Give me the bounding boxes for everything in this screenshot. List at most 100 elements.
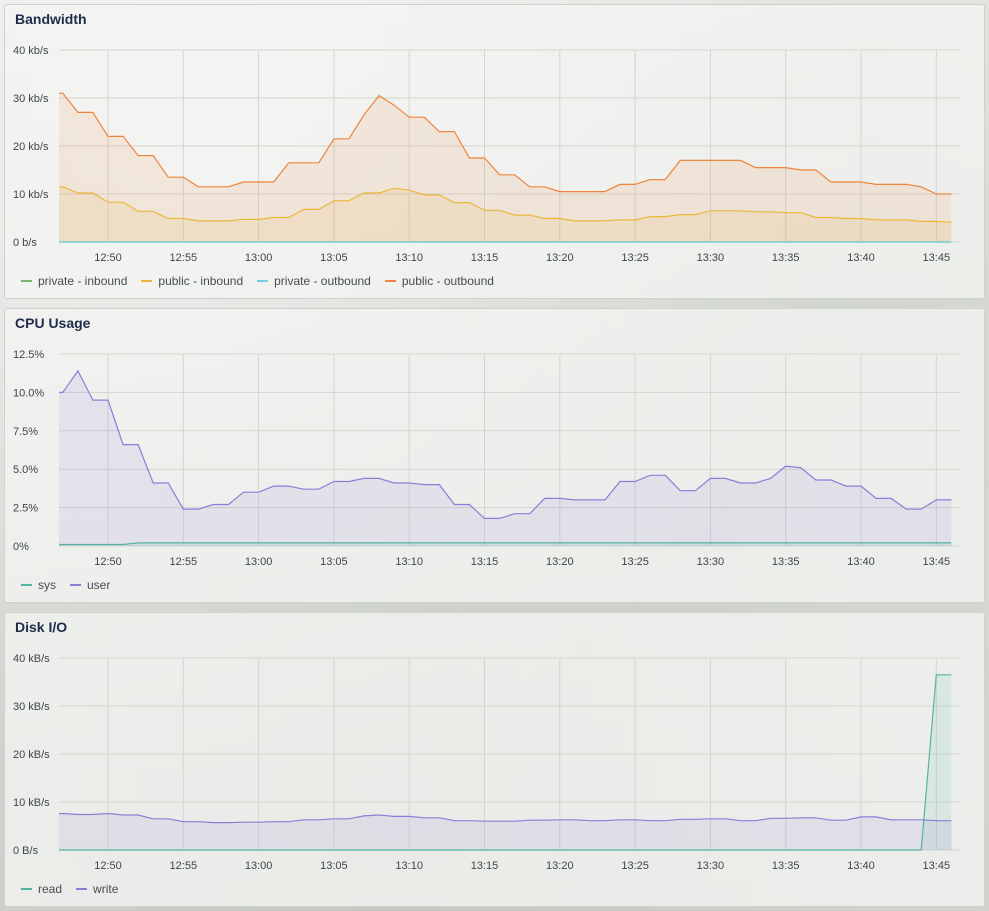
x-tick-label: 13:25 bbox=[621, 556, 649, 568]
x-tick-label: 12:55 bbox=[170, 556, 198, 568]
series-area bbox=[59, 542, 952, 546]
x-tick-label: 12:55 bbox=[170, 252, 198, 264]
legend-label: public - inbound bbox=[158, 274, 244, 288]
legend-label: private - outbound bbox=[274, 274, 371, 288]
series-area bbox=[59, 186, 952, 242]
legend-item[interactable]: sys bbox=[21, 578, 56, 592]
series-line bbox=[59, 812, 952, 824]
y-tick-label: 40 kB/s bbox=[13, 653, 50, 665]
series-areas bbox=[59, 93, 952, 242]
series-line bbox=[59, 92, 952, 195]
x-tick-label: 13:10 bbox=[395, 252, 423, 264]
legend-swatch bbox=[141, 280, 153, 282]
series-areas bbox=[59, 674, 952, 850]
x-tick-label: 13:30 bbox=[697, 860, 725, 872]
y-tick-label: 0 b/s bbox=[13, 237, 37, 249]
y-tick-label: 20 kB/s bbox=[13, 749, 50, 761]
y-tick-label: 20 kb/s bbox=[13, 141, 49, 153]
series-line bbox=[59, 369, 952, 519]
series-lines bbox=[59, 92, 952, 243]
legend-item[interactable]: private - outbound bbox=[257, 274, 371, 288]
series-area bbox=[59, 370, 952, 546]
legend-item[interactable]: public - outbound bbox=[384, 274, 494, 288]
cpu-usage-legend: sys user bbox=[21, 578, 110, 592]
x-tick-label: 12:50 bbox=[94, 860, 122, 872]
x-tick-label: 13:20 bbox=[546, 860, 574, 872]
legend-swatch bbox=[21, 888, 32, 890]
series-areas bbox=[59, 370, 952, 546]
bandwidth-panel: Bandwidth 0 b/s 10 kb/s 20 kb/s 30 kb/s 40 k… bbox=[4, 4, 985, 299]
legend-label: read bbox=[38, 882, 63, 896]
x-tick-label: 13:05 bbox=[320, 860, 348, 872]
legend-swatch bbox=[384, 280, 396, 282]
x-tick-label: 13:35 bbox=[772, 556, 800, 568]
legend-label: private - inbound bbox=[38, 274, 128, 288]
x-tick-label: 13:00 bbox=[245, 860, 273, 872]
legend-label: public - outbound bbox=[401, 274, 494, 288]
x-tick-label: 13:45 bbox=[923, 252, 951, 264]
y-tick-label: 30 kB/s bbox=[13, 701, 50, 713]
y-tick-label: 7.5% bbox=[13, 426, 38, 438]
legend-label: user bbox=[87, 578, 111, 592]
series-area bbox=[59, 93, 952, 242]
legend-label: write bbox=[93, 882, 119, 896]
legend-label: sys bbox=[38, 578, 56, 592]
x-tick-label: 13:45 bbox=[923, 860, 951, 872]
x-tick-label: 13:15 bbox=[471, 860, 499, 872]
cpu-usage-panel: CPU Usage 0% 2.5% 5.0% 7.5% 10.0% 12.5% 12:50 1… bbox=[4, 308, 985, 603]
legend-swatch bbox=[70, 584, 81, 586]
y-tick-label: 10 kB/s bbox=[13, 797, 50, 809]
legend-item[interactable]: write bbox=[76, 882, 118, 896]
y-tick-label: 12.5% bbox=[13, 349, 44, 361]
y-tick-label: 0 B/s bbox=[13, 845, 39, 857]
y-tick-label: 0% bbox=[13, 541, 29, 553]
legend-swatch bbox=[21, 280, 32, 282]
series-area bbox=[59, 813, 952, 850]
disk-io-chart[interactable]: 0 B/s 10 kB/s 20 kB/s 30 kB/s 40 kB/s 12:50 12… bbox=[5, 613, 986, 908]
x-tick-label: 13:30 bbox=[697, 252, 725, 264]
bandwidth-chart[interactable]: 0 b/s 10 kb/s 20 kb/s 30 kb/s 40 kb/s 12:50 12… bbox=[5, 5, 986, 300]
x-tick-label: 13:35 bbox=[772, 252, 800, 264]
x-tick-label: 12:50 bbox=[94, 252, 122, 264]
y-tick-label: 5.0% bbox=[13, 464, 38, 476]
x-tick-label: 13:45 bbox=[923, 556, 951, 568]
x-tick-label: 13:00 bbox=[245, 252, 273, 264]
x-tick-label: 13:40 bbox=[847, 556, 875, 568]
y-tick-label: 10 kb/s bbox=[13, 189, 49, 201]
y-tick-label: 30 kb/s bbox=[13, 93, 49, 105]
x-tick-label: 13:25 bbox=[621, 252, 649, 264]
legend-item[interactable]: public - inbound bbox=[141, 274, 243, 288]
legend-item[interactable]: private - inbound bbox=[21, 274, 127, 288]
x-tick-label: 13:10 bbox=[395, 556, 423, 568]
series-line bbox=[59, 186, 952, 223]
y-tick-label: 10.0% bbox=[13, 387, 44, 399]
disk-io-legend: read write bbox=[21, 882, 118, 896]
x-tick-label: 13:10 bbox=[395, 860, 423, 872]
x-tick-label: 12:50 bbox=[94, 556, 122, 568]
legend-swatch bbox=[76, 888, 88, 890]
x-tick-label: 13:15 bbox=[471, 556, 499, 568]
series-lines bbox=[59, 674, 952, 851]
series-line bbox=[59, 542, 952, 546]
y-tick-label: 2.5% bbox=[13, 503, 38, 515]
x-tick-label: 13:05 bbox=[320, 252, 348, 264]
x-tick-label: 13:20 bbox=[546, 252, 574, 264]
x-tick-label: 13:15 bbox=[471, 252, 499, 264]
x-tick-label: 12:55 bbox=[170, 860, 198, 872]
x-tick-label: 13:00 bbox=[245, 556, 273, 568]
x-tick-label: 13:05 bbox=[320, 556, 348, 568]
y-tick-label: 40 kb/s bbox=[13, 45, 49, 57]
bandwidth-legend: private - inbound public - inbound private… bbox=[21, 274, 494, 288]
legend-item[interactable]: read bbox=[21, 882, 62, 896]
x-tick-label: 13:35 bbox=[772, 860, 800, 872]
series-line bbox=[59, 674, 952, 851]
legend-item[interactable]: user bbox=[70, 578, 110, 592]
panel-title: Bandwidth bbox=[15, 11, 87, 27]
series-lines bbox=[59, 369, 952, 546]
legend-swatch bbox=[257, 280, 269, 282]
cpu-usage-chart[interactable]: 0% 2.5% 5.0% 7.5% 10.0% 12.5% 12:50 12:55 13:00 1… bbox=[5, 309, 986, 604]
legend-swatch bbox=[21, 584, 32, 586]
x-tick-label: 13:40 bbox=[847, 252, 875, 264]
x-tick-label: 13:40 bbox=[847, 860, 875, 872]
disk-io-panel: Disk I/O 0 B/s 10 kB/s 20 kB/s 30 kB/s 40 kB… bbox=[4, 612, 985, 907]
